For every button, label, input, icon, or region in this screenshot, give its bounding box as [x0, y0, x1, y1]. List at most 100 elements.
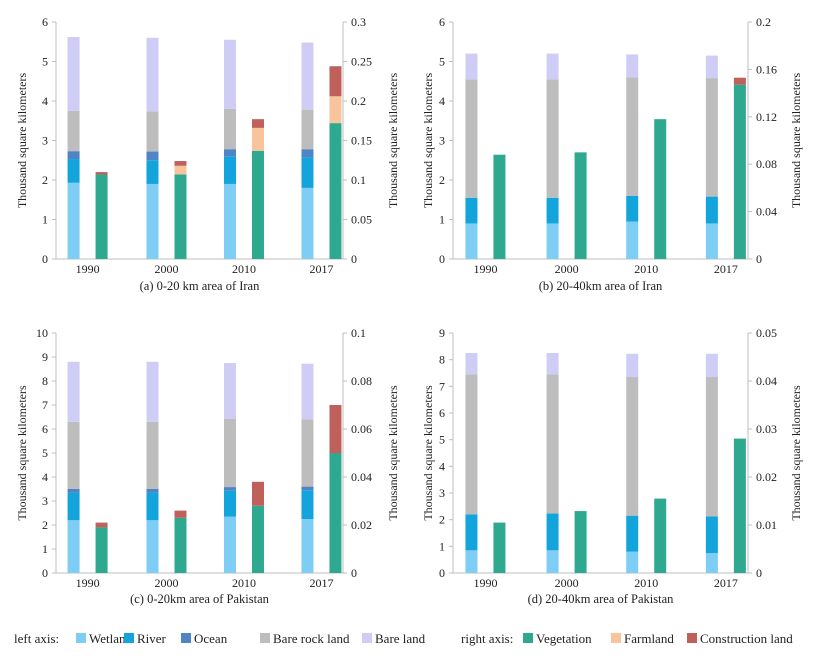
bar-bare_rock — [626, 77, 639, 196]
bar-river — [626, 195, 639, 222]
bar-bare_rock — [626, 377, 639, 516]
bar-vegetation — [95, 174, 108, 259]
left-tick-label: 1 — [42, 542, 48, 556]
panel-caption: (a) 0-20 km area of Iran — [140, 279, 260, 293]
legend-label-construction: Construction land — [700, 631, 793, 646]
right-tick-label: 0.08 — [756, 157, 777, 171]
bar-bare_rock — [67, 110, 80, 152]
bar-vegetation — [493, 522, 506, 573]
category-label: 2010 — [634, 576, 658, 590]
left-tick-label: 0 — [439, 252, 445, 266]
bar-construction — [95, 522, 108, 528]
left-tick-label: 4 — [439, 459, 445, 473]
panel-caption: (d) 20-40km area of Pakistan — [528, 592, 675, 606]
category-label: 2010 — [232, 262, 256, 276]
bar-wetland — [146, 520, 159, 573]
right-tick-label: 0.12 — [756, 110, 777, 124]
right-tick-label: 0.2 — [351, 94, 366, 108]
bar-bare_land — [546, 353, 559, 375]
bar-river — [146, 492, 159, 521]
left-tick-label: 6 — [42, 15, 48, 29]
left-tick-label: 1 — [439, 213, 445, 227]
bar-wetland — [546, 550, 559, 573]
right-tick-label: 0.15 — [351, 134, 372, 148]
bar-river — [465, 197, 478, 224]
category-label: 2010 — [634, 262, 658, 276]
left-tick-label: 8 — [42, 374, 48, 388]
bar-bare_land — [146, 361, 159, 422]
legend-label-river: River — [137, 631, 167, 646]
chart-panel-4: 0 1 2 3 4 5 6 7 8 9 0 0.01 0.02 0.03 0.04 0.05 Thousand … — [421, 326, 803, 606]
bar-river — [67, 492, 80, 521]
left-tick-label: 4 — [42, 94, 48, 108]
right-axis-title: Thousand square kilometers — [386, 385, 400, 521]
left-tick-label: 5 — [42, 446, 48, 460]
bar-bare_rock — [705, 377, 718, 517]
bar-construction — [251, 119, 264, 128]
right-tick-label: 0 — [351, 566, 357, 580]
left-tick-label: 6 — [439, 15, 445, 29]
category-label: 2017 — [714, 576, 738, 590]
right-tick-label: 0 — [756, 566, 762, 580]
left-tick-label: 0 — [42, 252, 48, 266]
bar-bare_land — [301, 363, 314, 420]
bar-wetland — [67, 182, 80, 259]
bar-bare_land — [705, 353, 718, 377]
category-label: 2000 — [555, 576, 579, 590]
bar-vegetation — [733, 84, 746, 260]
bar-vegetation — [251, 150, 264, 259]
bar-bare_rock — [465, 374, 478, 515]
right-axis-title: Thousand square kilometers — [386, 73, 400, 209]
bar-wetland — [705, 223, 718, 259]
category-label: 2000 — [555, 262, 579, 276]
right-tick-label: 0.04 — [756, 205, 777, 219]
left-tick-label: 10 — [36, 326, 48, 340]
left-tick-label: 9 — [42, 350, 48, 364]
category-label: 1990 — [76, 576, 100, 590]
bar-bare_land — [626, 54, 639, 78]
left-tick-label: 3 — [439, 486, 445, 500]
chart-panel-1: 0 1 2 3 4 5 6 0 0.05 0.1 0.15 0.2 0.25 0.3 Thousand sq… — [15, 15, 400, 293]
category-label: 1990 — [473, 576, 497, 590]
bar-bare_land — [465, 353, 478, 375]
bar-river — [546, 513, 559, 551]
bar-wetland — [465, 550, 478, 573]
right-tick-label: 0.1 — [351, 173, 366, 187]
right-tick-label: 0.02 — [756, 470, 777, 484]
left-tick-label: 3 — [439, 134, 445, 148]
bar-bare_land — [67, 37, 80, 111]
left-tick-label: 6 — [42, 422, 48, 436]
bar-bare_rock — [301, 109, 314, 150]
legend-swatch-farmland — [611, 633, 621, 643]
right-tick-label: 0.25 — [351, 55, 372, 69]
bar-wetland — [223, 183, 236, 259]
right-axis-title: Thousand square kilometers — [789, 73, 803, 209]
bar-bare_rock — [465, 79, 478, 198]
bar-ocean — [301, 486, 314, 491]
bar-bare_land — [223, 39, 236, 109]
bar-river — [146, 160, 159, 184]
right-tick-label: 0.01 — [756, 518, 777, 532]
right-tick-label: 0.16 — [756, 62, 777, 76]
right-tick-label: 0.03 — [756, 422, 777, 436]
bar-river — [223, 490, 236, 517]
category-label: 2010 — [232, 576, 256, 590]
bar-wetland — [626, 551, 639, 573]
right-tick-label: 0.08 — [351, 374, 372, 388]
right-tick-label: 0.1 — [351, 326, 366, 340]
bar-bare_rock — [301, 419, 314, 487]
left-tick-label: 2 — [42, 518, 48, 532]
right-tick-label: 0.2 — [756, 15, 771, 29]
legend-left-axis-label: left axis: — [14, 631, 59, 646]
bar-river — [301, 490, 314, 519]
bar-bare_land — [626, 353, 639, 377]
left-tick-label: 0 — [42, 566, 48, 580]
legend-swatch-bare_land — [362, 633, 372, 643]
bar-wetland — [67, 520, 80, 573]
category-label: 2017 — [309, 262, 333, 276]
bar-construction — [95, 172, 108, 175]
bar-river — [705, 516, 718, 553]
right-tick-label: 0.3 — [351, 15, 366, 29]
bar-vegetation — [329, 453, 342, 573]
